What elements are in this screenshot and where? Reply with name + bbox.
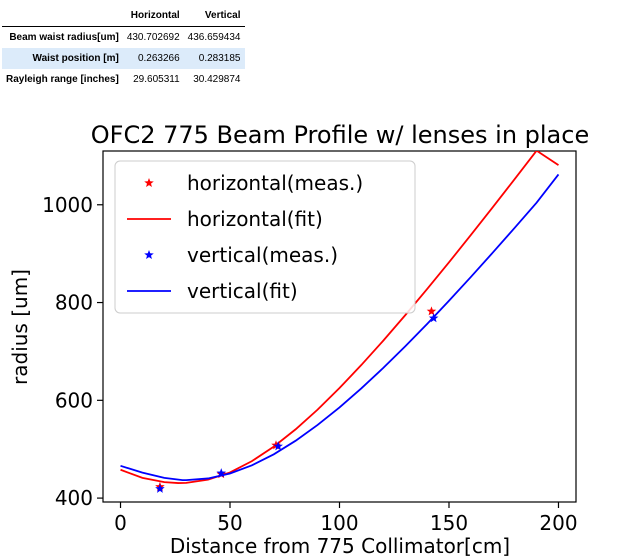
y-tick-label: 1000	[42, 193, 93, 217]
chart-title: OFC2 775 Beam Profile w/ lenses in place	[91, 121, 589, 149]
y-tick-label: 600	[55, 388, 93, 412]
table-header-cell: Horizontal	[122, 8, 184, 27]
horizontal-value: 430.702692	[126, 32, 180, 43]
data-point	[273, 441, 283, 451]
table-row: Beam waist radius[um] 430.702692 436.659…	[2, 27, 245, 49]
table-header-cell	[2, 8, 123, 27]
legend-marker-swatch	[144, 178, 154, 188]
legend-label: vertical(fit)	[187, 279, 298, 303]
x-tick-label: 200	[539, 511, 577, 535]
axes: 0 50 100 150 200 400 600 800 1000	[42, 150, 578, 535]
x-tick-label: 100	[320, 511, 358, 535]
legend-label: horizontal(meas.)	[187, 171, 363, 195]
table-row: Rayleigh range [inches] 29.605311 30.429…	[2, 69, 245, 90]
x-axis-label: Distance from 775 Collimator[cm]	[170, 534, 510, 558]
legend-label: vertical(meas.)	[187, 243, 338, 267]
vertical-value: 436.659434	[187, 32, 241, 43]
x-tick-label: 0	[114, 511, 127, 535]
x-tick-label: 50	[217, 511, 242, 535]
row-label: Rayleigh range [inches]	[6, 74, 119, 85]
chart-legend: horizontal(meas.) horizontal(fit) vertical…	[114, 160, 416, 314]
data-point	[426, 306, 437, 316]
table-row: Waist position [m] 0.263266 0.283185	[2, 48, 245, 69]
y-axis-label: radius [um]	[8, 269, 32, 385]
data-point	[216, 468, 227, 478]
data-point	[155, 483, 165, 493]
vertical-value: 30.429874	[193, 74, 241, 85]
series-line	[120, 151, 559, 484]
table-header-row: Horizontal Vertical	[2, 8, 245, 27]
legend-label: horizontal(fit)	[187, 207, 323, 231]
row-label: Waist position [m]	[2, 48, 123, 69]
series-line	[120, 173, 560, 482]
x-tick-label: 150	[430, 511, 468, 535]
y-tick-label: 800	[55, 291, 93, 315]
chart-marks	[120, 151, 560, 493]
row-label: Beam waist radius[um]	[9, 32, 119, 43]
beam-parameters-table: Horizontal Vertical Beam waist radius[um…	[2, 8, 245, 90]
legend-marker-swatch	[144, 250, 154, 260]
horizontal-value: 0.263266	[122, 48, 184, 69]
y-tick-label: 400	[55, 486, 93, 510]
horizontal-value: 29.605311	[133, 74, 180, 85]
table-header-cell: Vertical	[183, 8, 245, 27]
vertical-value: 0.283185	[183, 48, 245, 69]
legend-box	[114, 160, 416, 314]
